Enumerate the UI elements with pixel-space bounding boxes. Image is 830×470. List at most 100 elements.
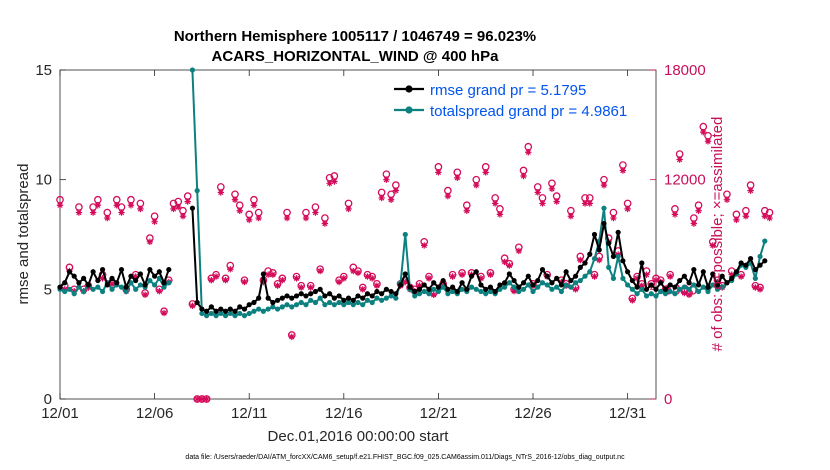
rmse-point	[752, 266, 758, 273]
rmse-point	[71, 273, 77, 279]
obs-assimilated-point	[160, 309, 168, 317]
legend-spread-marker	[405, 106, 413, 114]
obs-assimilated-point	[241, 278, 248, 286]
totalspread-point	[719, 284, 725, 290]
totalspread-point	[639, 286, 645, 292]
obs-assimilated-point	[586, 200, 593, 207]
rmse-point	[123, 284, 129, 290]
totalspread-point	[274, 306, 281, 312]
obs-assimilated-point	[222, 276, 229, 284]
totalspread-point	[549, 286, 555, 292]
obs-assimilated-point	[368, 275, 376, 282]
totalspread-point	[336, 299, 342, 306]
rmse-point	[719, 273, 725, 279]
rmse-point	[497, 282, 503, 288]
rmse-point	[152, 273, 158, 279]
rmse-point	[691, 266, 697, 273]
rmse-point	[265, 295, 271, 301]
totalspread-point	[558, 288, 564, 295]
rmse-point	[568, 277, 574, 284]
rmse-point	[218, 306, 224, 312]
rmse-point	[336, 293, 342, 299]
obs-assimilated-point	[170, 205, 177, 213]
obs-assimilated-point	[203, 395, 210, 403]
obs-assimilated-point	[487, 271, 494, 278]
obs-assimilated-point	[539, 200, 546, 207]
totalspread-point	[279, 304, 285, 310]
obs-assimilated-point	[156, 287, 163, 295]
rmse-point	[137, 271, 144, 277]
obs-assimilated-point	[463, 207, 470, 214]
totalspread-point	[222, 313, 229, 319]
totalspread-point	[204, 313, 210, 319]
rmse-point	[90, 269, 96, 275]
rmse-point	[667, 282, 673, 288]
rmse-point	[757, 262, 763, 268]
rmse-point	[587, 251, 593, 257]
totalspread-point	[189, 67, 196, 73]
totalspread-point	[506, 280, 512, 286]
rmse-point	[596, 247, 602, 253]
rmse-point	[222, 308, 229, 314]
totalspread-point	[752, 275, 758, 281]
rmse-point	[251, 299, 257, 306]
rmse-point	[615, 229, 621, 235]
obs-assimilated-point	[496, 211, 504, 218]
totalspread-point	[232, 313, 238, 319]
obs-assimilated-point	[321, 220, 329, 227]
obs-assimilated-point	[709, 242, 716, 249]
totalspread-point	[762, 238, 768, 244]
totalspread-point	[260, 308, 266, 314]
rmse-point	[350, 297, 356, 303]
rmse-point	[440, 277, 446, 284]
obs-assimilated-point	[610, 214, 617, 222]
obs-assimilated-point	[685, 291, 693, 299]
totalspread-point	[66, 286, 73, 292]
totalspread-point	[308, 297, 314, 303]
obs-assimilated-point	[430, 291, 437, 299]
rmse-point	[450, 284, 456, 290]
totalspread-point	[416, 291, 423, 297]
obs-assimilated-point	[56, 202, 64, 209]
rmse-point	[156, 269, 162, 275]
rmse-point	[520, 280, 527, 286]
rmse-point	[478, 282, 484, 288]
obs-assimilated-point	[572, 286, 579, 293]
totalspread-point	[487, 288, 494, 295]
totalspread-point	[445, 291, 451, 297]
rmse-point	[345, 295, 352, 301]
obs-assimilated-point	[340, 275, 348, 282]
totalspread-point	[218, 310, 224, 317]
rmse-point	[483, 286, 489, 292]
rmse-point	[128, 273, 134, 279]
totalspread-point	[572, 280, 579, 286]
rmse-point	[364, 291, 371, 297]
totalspread-point	[95, 284, 101, 290]
totalspread-point	[539, 280, 546, 286]
obs-assimilated-point	[449, 273, 456, 280]
rmse-point	[530, 282, 536, 288]
obs-assimilated-point	[553, 198, 560, 205]
rmse-point	[388, 288, 394, 295]
totalspread-point	[312, 299, 319, 306]
rmse-point	[606, 240, 612, 246]
y-axis-left: 0 5 10 15	[35, 62, 66, 408]
obs-assimilated-point	[515, 247, 523, 255]
rmse-point	[341, 297, 347, 303]
rmse-point	[232, 308, 238, 314]
totalspread-point	[123, 288, 129, 295]
rmse-point	[81, 275, 87, 281]
legend-spread-label: totalspread grand pr = 4.9861	[430, 103, 627, 120]
totalspread-point	[298, 299, 304, 306]
rmse-point	[199, 306, 205, 312]
obs-assimilated-point	[666, 273, 674, 280]
totalspread-point	[317, 295, 323, 301]
x-tick-label: 12/21	[420, 405, 458, 422]
obs-assimilated-point	[189, 302, 196, 309]
obs-assimilated-point	[260, 278, 267, 286]
rmse-point	[204, 308, 210, 314]
rmse-point	[677, 277, 683, 284]
rmse-point	[383, 286, 389, 292]
rmse-point	[331, 295, 337, 301]
obs-assimilated-point	[184, 198, 191, 205]
